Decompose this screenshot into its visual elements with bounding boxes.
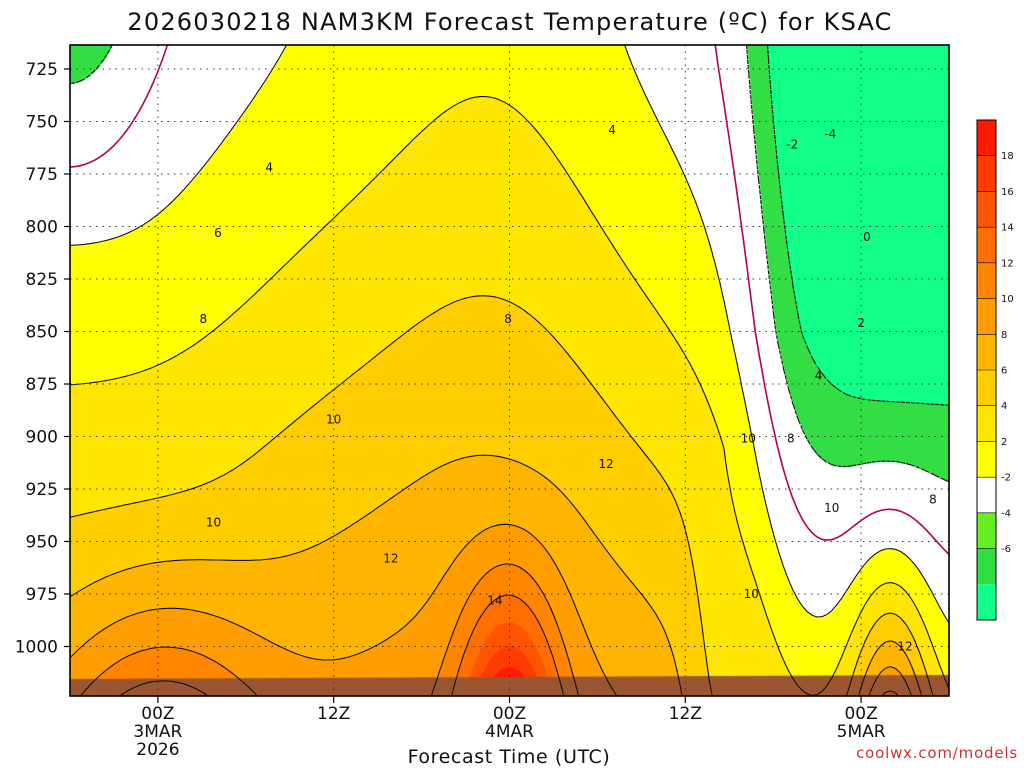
contour-label: 8 [504, 312, 512, 326]
colorbar-swatch [977, 191, 996, 228]
contour-label: 0 [863, 230, 871, 244]
contour-line [69, 454, 923, 697]
colorbar-swatch [977, 441, 996, 478]
colorbar-swatch [977, 155, 996, 192]
y-tick-label: 775 [26, 165, 58, 185]
x-axis-label: Forecast Time (UTC) [408, 746, 611, 768]
colorbar: 18 16 14 12 10 8 6 4 2 -2 -4 -6 [976, 119, 1014, 621]
y-tick-label: 900 [26, 428, 58, 448]
colorbar-swatch [977, 477, 996, 513]
contour-line [79, 563, 899, 697]
y-tick-label: 800 [26, 218, 58, 238]
colorbar-label: 18 [1001, 151, 1014, 162]
colorbar-label: 16 [1001, 187, 1014, 198]
contour-label: -4 [824, 127, 836, 141]
contour-label: 2 [857, 316, 865, 330]
colorbar-swatch [977, 334, 996, 370]
x-tick-label: 3MAR [133, 722, 182, 742]
x-tick-label: 5MAR [837, 722, 886, 742]
colorbar-swatch [977, 548, 996, 585]
contour-lines [69, 44, 950, 697]
credit-text: coolwx.com/models [856, 744, 1018, 762]
x-tick-label: 12Z [317, 704, 350, 724]
colorbar-label: 14 [1001, 223, 1014, 234]
contour-label: 4 [815, 369, 823, 383]
y-tick-label: 975 [26, 585, 58, 605]
colorbar-swatch [977, 227, 996, 263]
colorbar-label: 8 [1001, 330, 1007, 341]
contour-label: 12 [599, 457, 614, 471]
x-tick-label: 00Z [141, 704, 174, 724]
y-tick-label: 750 [26, 113, 58, 133]
contour-label: 4 [608, 123, 616, 137]
y-tick-label: 725 [26, 60, 58, 80]
contour-line [767, 44, 950, 406]
colorbar-swatch [977, 120, 996, 156]
y-tick-label: 925 [26, 480, 58, 500]
y-tick-label: 950 [26, 533, 58, 553]
y-tick-label: 875 [26, 375, 58, 395]
colorbar-swatch [977, 405, 996, 442]
x-tick-label: 2026 [136, 740, 179, 760]
contour-label: 10 [326, 413, 341, 427]
contour-line [69, 44, 950, 483]
colorbar-label: 12 [1001, 258, 1014, 269]
plot-area: 4 6 8 8 4 10 10 12 14 10 8 12 4 2 0 -2 -4 10 8 10 12 [69, 44, 950, 697]
contour-line [119, 594, 565, 697]
contour-label: 6 [214, 226, 222, 240]
grid-lines [70, 45, 949, 696]
colorbar-label: 10 [1001, 294, 1014, 305]
contour-line [69, 523, 913, 697]
contour-label: 10 [744, 587, 759, 601]
contour-label: 4 [265, 161, 273, 175]
colorbar-swatch [977, 262, 996, 299]
contour-label: 12 [383, 551, 398, 565]
colorbar-label: 4 [1001, 401, 1007, 412]
contour-label: 12 [897, 640, 912, 654]
colorbar-label: -6 [1001, 544, 1011, 555]
y-axis: 725 750 775 800 825 850 875 900 925 950 975 1000 [15, 60, 70, 658]
contour-line [69, 295, 934, 697]
colorbar-swatch [977, 370, 996, 406]
colorbar-swatch [977, 512, 996, 549]
x-tick-label: 12Z [669, 704, 702, 724]
contour-label: 8 [199, 312, 207, 326]
contour-line [69, 96, 950, 696]
colorbar-label: -2 [1001, 473, 1011, 484]
y-tick-label: 1000 [15, 638, 58, 658]
contour-label: 8 [929, 493, 937, 507]
contour-label: 10 [206, 516, 221, 530]
x-tick-label: 00Z [844, 704, 877, 724]
y-tick-label: 850 [26, 323, 58, 343]
y-tick-label: 825 [26, 270, 58, 290]
contour-label: 10 [741, 432, 756, 446]
contour-line [70, 44, 950, 624]
chart-title: 2026030218 NAM3KM Forecast Temperature (… [127, 8, 892, 36]
contour-labels: 4 6 8 8 4 10 10 12 14 10 8 12 4 2 0 -2 -4 10 8 10 12 [199, 123, 936, 654]
contour-label: 14 [487, 593, 502, 607]
contour-label: 10 [824, 501, 839, 515]
contour-label: -2 [786, 138, 798, 152]
colorbar-swatch [977, 584, 996, 620]
colorbar-label: -4 [1001, 508, 1011, 519]
contour-label: 8 [787, 432, 795, 446]
x-tick-label: 4MAR [485, 722, 534, 742]
contour-line [69, 44, 950, 555]
colorbar-label: 6 [1001, 366, 1007, 377]
x-tick-label: 00Z [493, 704, 526, 724]
colorbar-swatch [977, 298, 996, 335]
colorbar-label: 2 [1001, 437, 1007, 448]
